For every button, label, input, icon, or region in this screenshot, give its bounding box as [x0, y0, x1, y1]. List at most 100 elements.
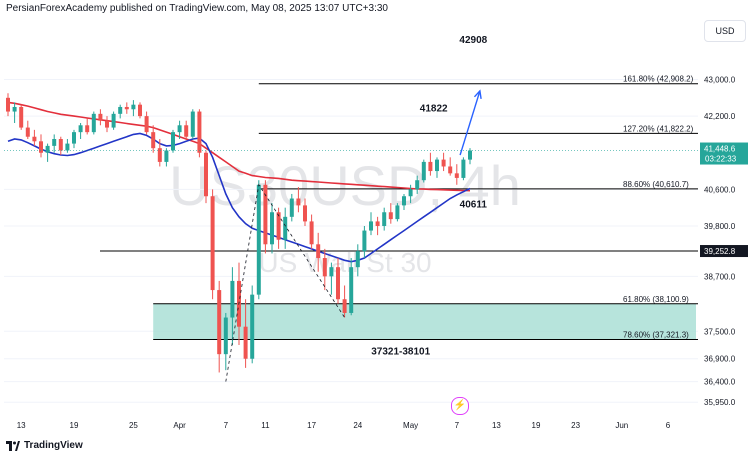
- price-tick: 36,400.0: [704, 378, 736, 387]
- candle-body: [72, 132, 76, 144]
- date-tick: 11: [261, 421, 270, 430]
- annotation-label: 37321-38101: [371, 347, 430, 358]
- time-axis[interactable]: 13 19 25 Apr 7 11 17 24 May 7 13 19 23 Jun 6: [17, 421, 671, 430]
- candle-body: [39, 141, 43, 153]
- fib-label: 88.60% (40,610.7): [623, 180, 689, 189]
- candle-body: [303, 205, 307, 222]
- annotation-label: 41822: [420, 104, 448, 115]
- candle-body: [316, 244, 321, 259]
- candle-body: [210, 196, 215, 291]
- candle-body: [283, 216, 288, 240]
- currency-button[interactable]: USD: [704, 20, 746, 42]
- watermark-name: US Wall St 30: [258, 247, 431, 278]
- candle-body: [131, 104, 136, 110]
- candle-body: [270, 212, 274, 245]
- candle-body: [448, 166, 453, 174]
- price-tick: 39,800.0: [704, 222, 736, 231]
- candle-body: [6, 97, 10, 112]
- price-axis[interactable]: 43,000.0 42,200.0 40,600.0 39,800.0 38,700.0…: [4, 76, 748, 408]
- candle-body: [217, 290, 222, 355]
- date-tick: Apr: [173, 421, 186, 430]
- date-tick: 25: [129, 421, 138, 430]
- candle-body: [454, 173, 459, 178]
- candle-body: [329, 267, 334, 277]
- date-tick: 13: [17, 421, 26, 430]
- candle-body: [256, 184, 261, 295]
- tradingview-footer[interactable]: TradingView: [6, 440, 83, 451]
- candle-body: [45, 145, 50, 153]
- date-tick: 7: [224, 421, 229, 430]
- price-grid: [4, 79, 698, 403]
- date-tick: 23: [571, 421, 580, 430]
- date-tick: 6: [666, 421, 671, 430]
- lightning-icon[interactable]: ⚡: [451, 397, 469, 415]
- candle-body: [369, 221, 373, 231]
- candle-body: [336, 267, 340, 300]
- candle-body: [362, 230, 367, 252]
- bar-countdown: 03:22:33: [705, 155, 737, 164]
- annotation-label: 40611: [460, 200, 488, 211]
- candle-body: [342, 299, 347, 313]
- moving-averages: [7, 101, 471, 263]
- date-tick: 19: [532, 421, 541, 430]
- candle-body: [151, 132, 156, 149]
- price-tick: 42,200.0: [704, 112, 736, 121]
- candle-body: [435, 159, 439, 172]
- candle-body: [118, 106, 123, 114]
- candle-body: [382, 212, 387, 226]
- fib-label: 78.60% (37,321.3): [623, 330, 689, 339]
- candle-body: [164, 150, 169, 162]
- candle-body: [289, 198, 294, 217]
- candle-body: [395, 205, 400, 220]
- candle-body: [32, 136, 37, 142]
- candle-body: [250, 294, 255, 359]
- candle-body: [223, 317, 228, 355]
- price-tick: 38,700.0: [704, 272, 736, 281]
- candle-body: [428, 161, 433, 172]
- candle-body: [388, 212, 393, 220]
- candle-body: [91, 113, 96, 133]
- price-tick: 36,900.0: [704, 355, 736, 364]
- date-tick: 17: [307, 421, 316, 430]
- candle-body: [25, 127, 30, 137]
- candle-body: [402, 196, 406, 206]
- candle-body: [349, 267, 354, 313]
- drawings: 42908 41822 40611 37321-38101: [225, 35, 488, 382]
- candle-body: [421, 161, 426, 181]
- fib-label: 61.80% (38,100.9): [623, 295, 689, 304]
- candle-body: [177, 125, 182, 133]
- price-tick: 40,600.0: [704, 185, 736, 194]
- candle-body: [276, 212, 281, 240]
- date-tick: May: [403, 421, 418, 430]
- demand-zone: [153, 303, 696, 340]
- zigzag-path: [225, 183, 345, 382]
- date-tick: Jun: [615, 421, 628, 430]
- price-tick: 35,950.0: [704, 398, 736, 407]
- candle-body: [243, 326, 248, 359]
- last-price-value: 41,448.6: [704, 145, 736, 154]
- date-tick: 13: [492, 421, 501, 430]
- horizontal-line-value: 39,252.8: [704, 247, 736, 256]
- candle-body: [85, 125, 90, 133]
- candle-body: [105, 120, 109, 128]
- projection-arrow-head: [473, 89, 482, 99]
- candle-body: [355, 251, 360, 268]
- candle-body: [415, 180, 420, 190]
- candle-body: [461, 159, 466, 178]
- publisher-header: PersianForexAcademy published on Trading…: [6, 3, 388, 14]
- price-tick: 37,500.0: [704, 327, 736, 336]
- last-price-tag: [700, 142, 748, 165]
- candle-body: [263, 184, 268, 245]
- candle-body: [197, 111, 202, 153]
- candle-body: [171, 132, 175, 151]
- projection-arrow-line: [459, 90, 481, 156]
- horizontal-line-tag: [700, 245, 748, 258]
- candle-body: [78, 125, 83, 133]
- candle-body: [144, 116, 149, 133]
- candle-body: [52, 139, 57, 146]
- tradingview-brand: TradingView: [24, 440, 83, 451]
- candle-body: [204, 152, 208, 197]
